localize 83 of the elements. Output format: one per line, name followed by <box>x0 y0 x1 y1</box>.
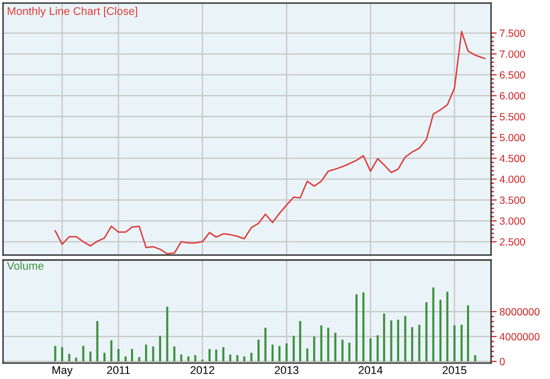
bar <box>404 316 406 362</box>
bar <box>327 328 330 362</box>
bar <box>61 347 64 362</box>
x-tick-label: 2012 <box>190 366 214 374</box>
y-tick-label: 6.000 <box>500 92 526 100</box>
bar <box>278 346 280 362</box>
y-tick-label: 7.500 <box>500 30 526 37</box>
bar <box>383 314 386 362</box>
bar <box>334 332 336 362</box>
bar <box>208 348 211 362</box>
x-tick-label: 2015 <box>442 366 466 374</box>
y-tick-label: 4.500 <box>500 154 526 162</box>
bar <box>117 348 120 362</box>
bar <box>229 354 232 362</box>
bar <box>82 346 84 362</box>
bar <box>131 348 134 362</box>
bar <box>166 306 168 362</box>
bar <box>320 325 322 362</box>
x-tick-label: 2011 <box>107 366 130 374</box>
y-tick-label: 6.500 <box>500 71 526 79</box>
y-tick-label: 4.000 <box>500 176 526 183</box>
y-tick-label: 7.000 <box>500 50 526 58</box>
x-tick-label: May <box>52 366 73 376</box>
y-tick-label: 4000000 <box>500 333 540 340</box>
bar <box>152 346 154 362</box>
bar <box>299 320 302 362</box>
bar <box>54 346 56 362</box>
bar <box>215 350 218 362</box>
bar <box>446 292 448 362</box>
bar <box>159 336 162 362</box>
bar <box>306 348 308 362</box>
bar <box>103 352 106 362</box>
bar <box>432 287 434 362</box>
bar <box>397 320 400 362</box>
bar <box>467 305 470 362</box>
bar <box>341 340 344 362</box>
bar <box>250 352 252 362</box>
bar <box>286 343 288 362</box>
bar <box>411 327 414 362</box>
bar <box>110 340 112 362</box>
bar <box>460 324 463 362</box>
bar <box>418 324 420 362</box>
bar <box>222 347 224 362</box>
bar <box>292 336 295 362</box>
bar <box>75 358 78 362</box>
bar <box>369 338 372 362</box>
bar <box>474 355 476 362</box>
bar <box>425 302 428 362</box>
bar <box>173 346 176 362</box>
bar <box>390 320 392 362</box>
y-tick-label: 3.500 <box>500 196 526 204</box>
bar <box>348 342 350 362</box>
bar <box>264 328 266 362</box>
bar <box>257 340 260 362</box>
bar <box>355 294 358 362</box>
bar <box>453 325 456 362</box>
bar <box>243 356 246 362</box>
chart-title: Monthly Line Chart [Close] <box>8 6 138 18</box>
y-tick-label: 2.500 <box>500 238 526 246</box>
bar <box>138 357 140 362</box>
bar <box>272 344 274 362</box>
line-series <box>54 30 486 255</box>
y-tick-label: 5.500 <box>500 113 526 120</box>
bar <box>68 354 70 362</box>
bar <box>96 320 98 362</box>
bar <box>180 354 182 362</box>
y-tick-label: 8000000 <box>500 308 540 316</box>
y-tick-label: 3.000 <box>500 217 526 225</box>
bar <box>439 300 442 362</box>
y-tick-label: 5.000 <box>500 134 526 142</box>
x-tick-label: 2014 <box>358 366 383 374</box>
y-tick-label: 0 <box>500 358 505 366</box>
bar <box>376 335 379 362</box>
bar <box>362 292 364 362</box>
bar <box>89 351 92 362</box>
x-tick-label: 2013 <box>274 366 298 374</box>
bar <box>194 355 196 362</box>
bar <box>236 355 238 362</box>
chart-title: Volume <box>6 262 44 270</box>
bar <box>187 356 190 362</box>
bar <box>124 356 127 362</box>
bar <box>145 344 148 362</box>
bar <box>313 336 316 362</box>
